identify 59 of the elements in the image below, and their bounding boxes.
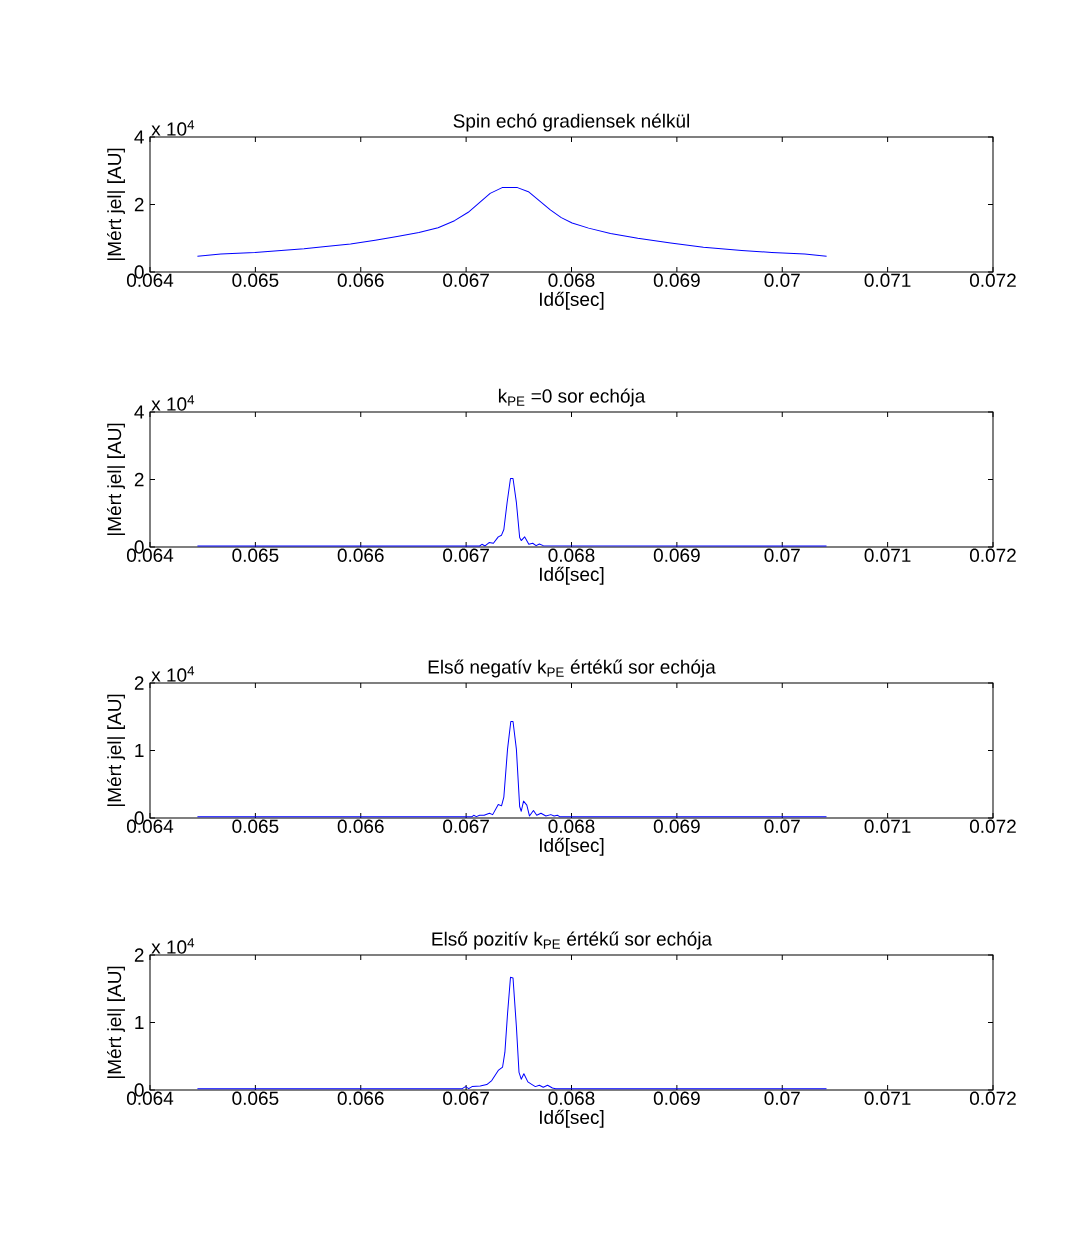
x-tick-label: 0.072	[969, 273, 1016, 287]
x-axis-title: Idő[sec]	[539, 837, 604, 856]
x-tick-label: 0.069	[653, 548, 700, 562]
x-tick-label: 0.067	[443, 1091, 489, 1105]
x-tick-label: 0.07	[764, 1091, 800, 1105]
x-tick-label: 0.065	[232, 548, 279, 562]
y-axis-title: |Mért jel| [AU]	[107, 423, 126, 535]
x-tick-label: 0.067	[443, 819, 489, 833]
y-tick-label: 4	[134, 405, 144, 419]
x-tick-label: 0.072	[969, 548, 1016, 562]
text: x 10$^{4}$	[151, 120, 195, 136]
x-tick-label: 0.068	[548, 273, 595, 287]
x-tick-label: 0.07	[764, 819, 800, 833]
text: x 10$^{4}$	[151, 938, 195, 954]
x-tick-label: 0.071	[864, 1091, 911, 1105]
x-tick-label: 0.069	[653, 1091, 700, 1105]
x-tick-label: 0.066	[337, 819, 384, 833]
chart-title: Spin echó gradiensek nélkül	[453, 113, 689, 132]
x-axis-title: Idő[sec]	[539, 566, 604, 585]
x-tick-label: 0.071	[864, 819, 911, 833]
text: x 10$^{4}$	[151, 395, 195, 411]
y-axis-title: |Mért jel| [AU]	[107, 694, 126, 806]
x-tick-label: 0.072	[969, 1091, 1016, 1105]
y-tick-label: 2	[134, 676, 144, 690]
x-tick-label: 0.067	[443, 273, 489, 287]
y-tick-label: 2	[134, 197, 144, 212]
x-tick-label: 0.065	[232, 819, 279, 833]
x-tick-label: 0.071	[864, 273, 911, 287]
x-tick-label: 0.066	[337, 273, 384, 287]
x-tick-label: 0.069	[653, 819, 700, 833]
x-tick-label: 0.068	[548, 1091, 595, 1105]
chart-title: Első negatív k$_{PE}$ értékű sor echója	[428, 659, 716, 678]
y-axis-title: |Mért jel| [AU]	[107, 966, 126, 1078]
text: x 10$^{4}$	[151, 666, 195, 682]
y-axis-title: |Mért jel| [AU]	[107, 148, 126, 260]
x-axis-title: Idő[sec]	[539, 1109, 604, 1128]
y-tick-label: 2	[134, 948, 144, 962]
x-tick-label: 0.07	[764, 273, 800, 287]
line-series	[196, 720, 827, 818]
x-tick-label: 0.07	[764, 548, 800, 562]
x-tick-label: 0.068	[548, 548, 595, 562]
x-tick-label: 0.072	[969, 819, 1016, 833]
chart-title: Első pozitív k$_{PE}$ értékű sor echója	[432, 931, 713, 950]
x-tick-label: 0.068	[548, 819, 595, 833]
y-tick-label: 1	[135, 1015, 144, 1030]
x-tick-label: 0.065	[232, 273, 279, 287]
x-tick-label: 0.065	[232, 1091, 279, 1105]
x-tick-label: 0.069	[653, 273, 700, 287]
y-tick-label: 2	[134, 472, 144, 487]
line-series	[196, 477, 827, 547]
x-tick-label: 0.067	[443, 548, 489, 562]
x-tick-label: 0.066	[337, 1091, 384, 1105]
y-tick-label: 1	[135, 743, 144, 758]
x-tick-label: 0.071	[864, 548, 911, 562]
x-tick-label: 0.066	[337, 548, 384, 562]
x-axis-title: Idő[sec]	[539, 291, 604, 310]
y-tick-label: 4	[134, 130, 144, 144]
chart-title: k$_{PE}$ =0 sor echója	[498, 388, 646, 407]
line-series	[196, 976, 827, 1090]
